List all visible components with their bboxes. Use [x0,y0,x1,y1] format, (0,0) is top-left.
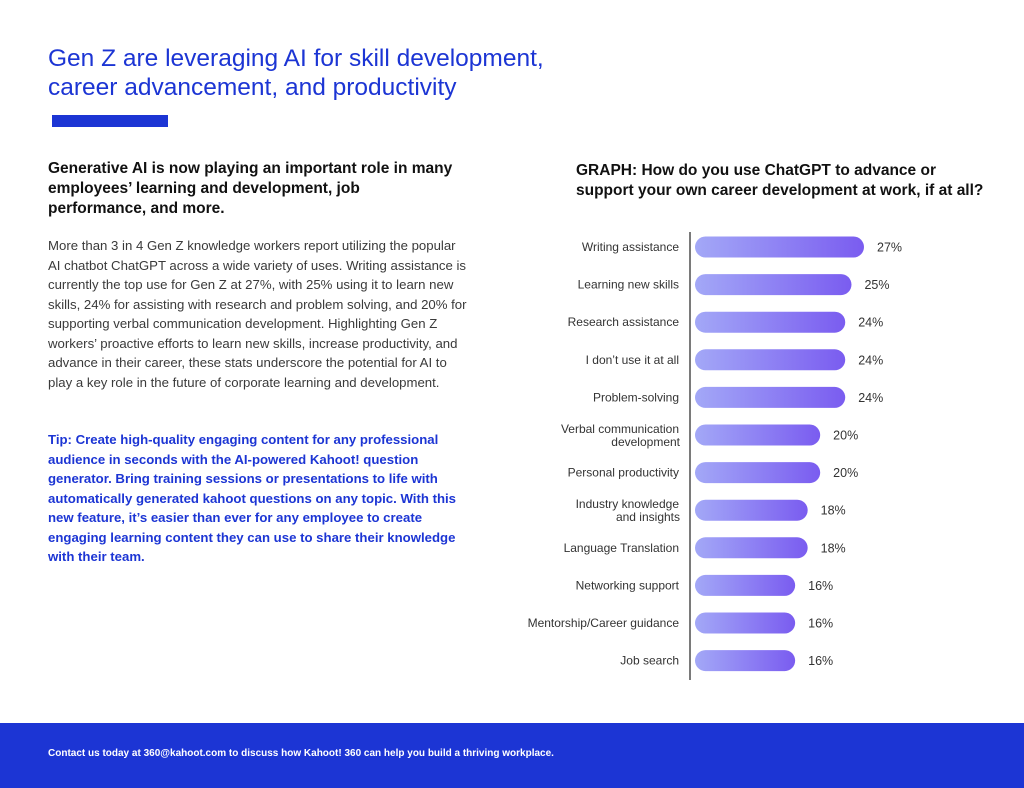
page-title-line-2: career advancement, and productivity [48,74,457,101]
tip-paragraph: Tip: Create high-quality engaging conten… [48,432,457,564]
page-title: Gen Z are leveraging AI for skill develo… [48,44,668,102]
category-label: I don’t use it at all [586,353,679,367]
category-label: Learning new skills [578,278,679,292]
page-title-line-1: Gen Z are leveraging AI for skill develo… [48,45,544,72]
value-label: 24% [858,353,883,367]
footer-banner: Contact us today at 360@kahoot.com to di… [0,723,1024,788]
bar [695,236,864,258]
bar [695,612,796,634]
body-paragraph: More than 3 in 4 Gen Z knowledge workers… [48,238,467,390]
bar [695,537,808,559]
category-label: Industry knowledge and insights [576,497,680,524]
value-label: 20% [833,466,858,480]
section-heading: Generative AI is now playing an importan… [48,160,453,217]
category-label: Writing assistance [582,240,679,254]
category-label: Verbal communication development [561,422,681,449]
value-label: 16% [808,654,833,668]
value-label: 25% [864,278,889,292]
value-label: 20% [833,429,858,443]
title-accent-bar [52,115,168,127]
chart-title: GRAPH: How do you use ChatGPT to advance… [576,162,984,199]
bar [695,349,846,371]
bar [695,650,796,672]
category-label: Job search [620,654,679,668]
footer-contact-text: Contact us today at 360@kahoot.com to di… [48,748,554,759]
bar [695,574,796,596]
bar [695,499,808,521]
value-label: 27% [877,241,902,255]
bar [695,424,821,446]
bar [695,386,846,408]
category-label: Networking support [576,578,680,592]
value-label: 16% [808,579,833,593]
bar [695,462,821,484]
category-label: Research assistance [568,315,680,329]
category-label: Language Translation [564,541,679,555]
category-label: Problem-solving [593,390,679,404]
value-label: 24% [858,316,883,330]
bar [695,311,846,333]
bar [695,274,852,296]
category-label: Mentorship/Career guidance [528,616,680,630]
category-label: Personal productivity [568,466,679,480]
value-label: 18% [821,504,846,518]
value-label: 18% [821,541,846,555]
value-label: 16% [808,617,833,631]
value-label: 24% [858,391,883,405]
